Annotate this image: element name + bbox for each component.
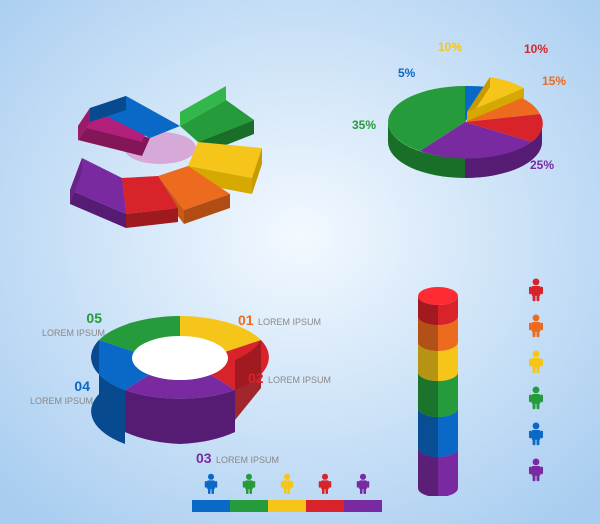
donut-label-05: 05 LOREM IPSUM <box>42 310 102 338</box>
pie-label-10a: 10% <box>438 40 462 54</box>
pie-label-5: 5% <box>398 66 415 80</box>
pie-label-35: 35% <box>352 118 376 132</box>
cylinder-stack-chart <box>408 276 468 496</box>
pie-label-25: 25% <box>530 158 554 172</box>
legend-horizontal <box>192 468 402 518</box>
infographic-canvas: 35% 5% 10% 10% 15% 25% <box>0 0 600 524</box>
legend-vertical <box>520 272 560 492</box>
donut-label-01: 01 LOREM IPSUM <box>238 312 321 330</box>
pie-label-10b: 10% <box>524 42 548 56</box>
donut-label-03: 03 LOREM IPSUM <box>196 450 279 468</box>
exploded-pie-chart <box>30 30 290 230</box>
pie-label-15: 15% <box>542 74 566 88</box>
donut-label-02: 02 LOREM IPSUM <box>248 370 331 388</box>
donut-label-04: 04 LOREM IPSUM <box>30 378 90 406</box>
